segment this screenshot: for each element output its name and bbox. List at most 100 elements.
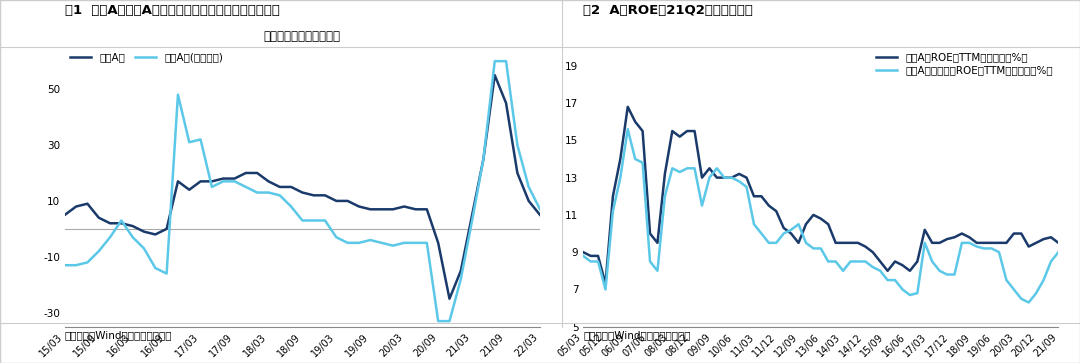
全部A股 xyxy=(420,207,433,212)
全部A股(剔除金融) xyxy=(92,249,105,253)
全部A股ROE（TTM，整体法，%） xyxy=(599,282,612,286)
全部A股(剔除金融) xyxy=(488,59,501,63)
全部A股(剔除金融) xyxy=(477,157,490,161)
全部A股(剔除金融) xyxy=(420,241,433,245)
全部A股(剔除金融) xyxy=(149,266,162,270)
全部A股 xyxy=(329,199,342,203)
全部A股(剔除金融) xyxy=(262,190,275,195)
全部A股(剔除金融) xyxy=(352,241,365,245)
全部A股(剔除金融) xyxy=(375,241,388,245)
全部A股 xyxy=(251,171,264,175)
全部A股 xyxy=(432,241,445,245)
全部A股ROE（TTM，整体法，%） xyxy=(1052,241,1065,245)
Legend: 全部A股, 全部A股(剔除金融): 全部A股, 全部A股(剔除金融) xyxy=(70,52,224,62)
全部A股 xyxy=(455,269,468,273)
全部A股 xyxy=(137,229,150,234)
全部A股ROE（TTM，整体法，%） xyxy=(577,250,590,254)
全部A股 xyxy=(194,179,207,184)
全部A股(剔除金融) xyxy=(160,272,173,276)
全部A股 xyxy=(273,185,286,189)
全部A股(剔除金融) xyxy=(455,277,468,281)
全部A股 xyxy=(160,227,173,231)
全部A股ROE（TTM，整体法，%） xyxy=(703,166,716,171)
全部A股 xyxy=(500,101,513,105)
全部A股 xyxy=(352,204,365,209)
Line: 全部A股: 全部A股 xyxy=(65,75,540,299)
全部A股剔除金融ROE（TTM，整体法，%） xyxy=(621,127,634,131)
全部A股 xyxy=(240,171,253,175)
全部A股(剔除金融) xyxy=(137,246,150,250)
全部A股(剔除金融) xyxy=(465,218,478,223)
全部A股 xyxy=(319,193,332,197)
全部A股(剔除金融) xyxy=(409,241,422,245)
Text: 资料来源：Wind，海通证券研究所: 资料来源：Wind，海通证券研究所 xyxy=(583,330,691,340)
全部A股(剔除金融) xyxy=(114,218,127,223)
全部A股 xyxy=(205,179,218,184)
全部A股剔除金融ROE（TTM，整体法，%） xyxy=(696,203,708,208)
全部A股 xyxy=(443,297,456,301)
全部A股(剔除金融) xyxy=(205,185,218,189)
全部A股(剔除金融) xyxy=(194,137,207,142)
全部A股剔除金融ROE（TTM，整体法，%） xyxy=(993,250,1005,254)
全部A股(剔除金融) xyxy=(273,193,286,197)
全部A股剔除金融ROE（TTM，整体法，%） xyxy=(829,259,842,264)
全部A股 xyxy=(285,185,298,189)
全部A股(剔除金融) xyxy=(397,241,410,245)
全部A股(剔除金融) xyxy=(443,319,456,323)
全部A股(剔除金融) xyxy=(240,185,253,189)
全部A股 xyxy=(465,213,478,217)
全部A股剔除金融ROE（TTM，整体法，%） xyxy=(1037,278,1050,282)
全部A股 xyxy=(409,207,422,212)
全部A股 xyxy=(172,179,185,184)
Line: 全部A股剔除金融ROE（TTM，整体法，%）: 全部A股剔除金融ROE（TTM，整体法，%） xyxy=(583,129,1058,302)
全部A股(剔除金融) xyxy=(319,218,332,223)
全部A股 xyxy=(307,193,320,197)
全部A股 xyxy=(534,213,546,217)
全部A股(剔除金融) xyxy=(104,235,117,240)
全部A股(剔除金融) xyxy=(432,319,445,323)
全部A股 xyxy=(488,73,501,77)
全部A股(剔除金融) xyxy=(217,179,230,184)
全部A股 xyxy=(58,213,71,217)
全部A股(剔除金融) xyxy=(329,235,342,240)
全部A股 xyxy=(228,176,241,181)
全部A股(剔除金融) xyxy=(341,241,354,245)
全部A股(剔除金融) xyxy=(364,238,377,242)
Legend: 全部A股ROE（TTM，整体法，%）, 全部A股剔除金融ROE（TTM，整体法，%）: 全部A股ROE（TTM，整体法，%）, 全部A股剔除金融ROE（TTM，整体法，… xyxy=(876,52,1053,76)
全部A股ROE（TTM，整体法，%） xyxy=(837,241,850,245)
全部A股ROE（TTM，整体法，%） xyxy=(792,241,805,245)
全部A股 xyxy=(523,199,536,203)
全部A股(剔除金融) xyxy=(500,59,513,63)
全部A股 xyxy=(81,201,94,206)
全部A股ROE（TTM，整体法，%） xyxy=(1000,241,1013,245)
全部A股剔除金融ROE（TTM，整体法，%） xyxy=(1052,250,1065,254)
Line: 全部A股(剔除金融): 全部A股(剔除金融) xyxy=(65,61,540,321)
全部A股(剔除金融) xyxy=(534,207,546,212)
全部A股剔除金融ROE（TTM，整体法，%） xyxy=(577,254,590,258)
全部A股 xyxy=(296,190,309,195)
全部A股ROE（TTM，整体法，%） xyxy=(732,172,745,176)
全部A股 xyxy=(397,204,410,209)
全部A股剔除金融ROE（TTM，整体法，%） xyxy=(784,228,797,232)
全部A股(剔除金融) xyxy=(228,179,241,184)
全部A股 xyxy=(104,221,117,225)
全部A股ROE（TTM，整体法，%） xyxy=(621,105,634,109)
全部A股ROE（TTM，整体法，%） xyxy=(1037,237,1050,241)
全部A股(剔除金融) xyxy=(183,140,195,144)
全部A股 xyxy=(262,179,275,184)
Text: 资料来源：Wind，海通证券研究所: 资料来源：Wind，海通证券研究所 xyxy=(65,330,173,340)
全部A股 xyxy=(511,171,524,175)
全部A股(剔除金融) xyxy=(285,204,298,209)
Line: 全部A股ROE（TTM，整体法，%）: 全部A股ROE（TTM，整体法，%） xyxy=(583,107,1058,284)
全部A股(剔除金融) xyxy=(387,244,400,248)
全部A股(剔除金融) xyxy=(81,260,94,265)
Title: 归母净利润累计同比增速: 归母净利润累计同比增速 xyxy=(264,30,341,43)
全部A股(剔除金融) xyxy=(307,218,320,223)
Text: 图1  全部A股及全A剔除金融后历年归母净利润累计同比: 图1 全部A股及全A剔除金融后历年归母净利润累计同比 xyxy=(65,4,280,17)
全部A股(剔除金融) xyxy=(296,218,309,223)
全部A股(剔除金融) xyxy=(523,185,536,189)
全部A股 xyxy=(341,199,354,203)
Text: 图2  A股ROE从21Q2见顶开始回落: 图2 A股ROE从21Q2见顶开始回落 xyxy=(583,4,753,17)
全部A股剔除金融ROE（TTM，整体法，%） xyxy=(1022,300,1035,305)
全部A股 xyxy=(69,204,82,209)
